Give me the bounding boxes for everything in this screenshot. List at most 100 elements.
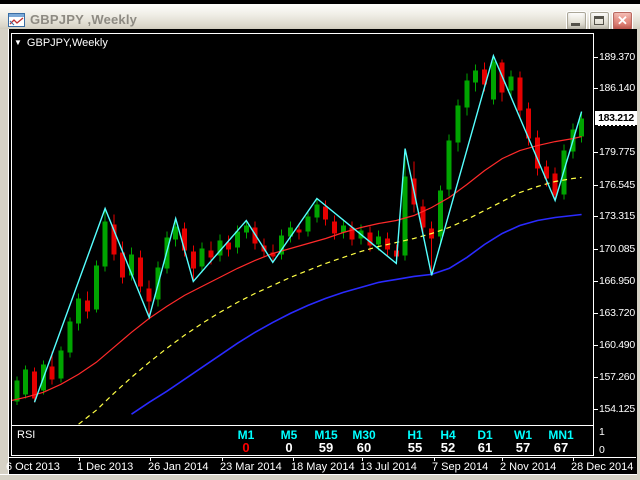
time-tick-label: 28 Dec 2014 [571,461,634,473]
timeframe-label-m30[interactable]: M30 [352,428,376,442]
candle-body [296,229,302,233]
price-tick-label: 163.720 [599,307,635,319]
current-price-dots [598,124,635,126]
candle-body [93,265,99,310]
chart-symbol-label[interactable]: ▼ GBPJPY,Weekly [14,37,108,49]
candle-body [76,298,82,324]
candle-body [535,137,540,169]
candle-body [393,250,399,257]
price-tick-mark [594,57,598,58]
price-tick-label: 170.085 [599,243,635,255]
rsi-value-m15: 59 [318,440,334,455]
candle-body [84,300,90,312]
price-tick-label: 166.950 [599,275,635,287]
candle-body [437,190,443,237]
minimize-button[interactable] [566,11,587,31]
candle-body [190,251,196,269]
slow-ma-line [131,213,582,415]
price-tick-label: 186.140 [599,82,635,94]
candle-body [49,366,55,380]
rsi-scale-min: 0 [599,444,605,456]
timeframe-label-d1[interactable]: D1 [477,428,493,442]
timeframe-label-m5[interactable]: M5 [280,428,298,442]
candle-body [287,227,293,237]
candle-body [23,369,29,395]
timeframe-label-h4[interactable]: H4 [440,428,456,442]
time-tick-label: 7 Sep 2014 [432,461,489,473]
chevron-down-icon: ▼ [14,38,22,47]
maximize-button[interactable] [589,11,610,31]
candle-body [464,80,470,108]
price-tick-mark [594,377,598,378]
candle-body [279,235,285,255]
candle-body [67,321,73,353]
time-tick-mark [150,458,151,461]
price-tick-mark [594,409,598,410]
candle-body [552,173,558,196]
candle-body [473,70,479,83]
candle-body [58,350,64,379]
rsi-value-h4: 52 [440,440,456,455]
time-tick-label: 1 Dec 2013 [77,461,134,473]
price-tick-label: 189.370 [599,51,635,63]
time-tick-mark [573,458,574,461]
candle-body [305,216,311,232]
rsi-value-m30: 60 [356,440,372,455]
rsi-scale-max: 1 [599,426,605,438]
candle-body [234,231,240,248]
candle-body [199,248,205,267]
main-chart-pane[interactable] [11,33,594,426]
price-tick-label: 160.490 [599,339,635,351]
price-chart[interactable] [12,34,593,425]
candle-body [455,105,461,143]
rsi-indicator-pane[interactable] [11,425,594,456]
candle-body [482,69,487,85]
time-tick-mark [8,458,9,461]
rsi-value-w1: 57 [515,440,531,455]
candle-body [367,232,373,246]
candle-body [217,240,223,256]
price-tick-label: 173.315 [599,210,635,222]
window-frame-bottom [0,474,640,480]
price-tick-mark [594,281,598,282]
candle-body [243,225,249,233]
candle-body [579,118,585,137]
candle-body [270,252,276,257]
rsi-value-h1: 55 [407,440,423,455]
candle-body [146,288,152,302]
title-bar[interactable]: GBPJPY ,Weekly ✕ [0,4,640,31]
rsi-value-m1: 0 [242,440,250,455]
timeframe-label-w1[interactable]: W1 [514,428,532,442]
price-tick-mark [594,152,598,153]
candle-body [14,380,20,402]
candle-body [314,204,320,218]
timeframe-label-m1[interactable]: M1 [237,428,255,442]
candle-body [102,221,108,267]
candle-body [349,227,355,240]
candle-body [543,166,549,179]
candle-body [526,108,532,139]
rsi-label: RSI [17,429,36,441]
rsi-value-m5: 0 [285,440,293,455]
time-tick-label: 23 Mar 2014 [220,461,282,473]
candle-body [332,221,337,234]
candle-body [517,77,523,111]
candle-body [129,254,134,276]
close-button[interactable]: ✕ [612,11,633,31]
rsi-value-d1: 61 [477,440,493,455]
candle-body [376,236,382,245]
price-tick-label: 179.775 [599,146,635,158]
time-tick-mark [362,458,363,461]
candle-body [508,76,514,91]
timeframe-label-mn1[interactable]: MN1 [548,428,574,442]
timeframe-label-h1[interactable]: H1 [407,428,423,442]
price-tick-mark [594,313,598,314]
timeframe-label-m15[interactable]: M15 [314,428,338,442]
price-tick-mark [594,88,598,89]
candle-body [32,371,37,399]
time-tick-label: 6 Oct 2013 [6,461,60,473]
price-tick-mark [594,249,598,250]
time-tick-label: 26 Jan 2014 [148,461,209,473]
candle-body [420,206,426,228]
